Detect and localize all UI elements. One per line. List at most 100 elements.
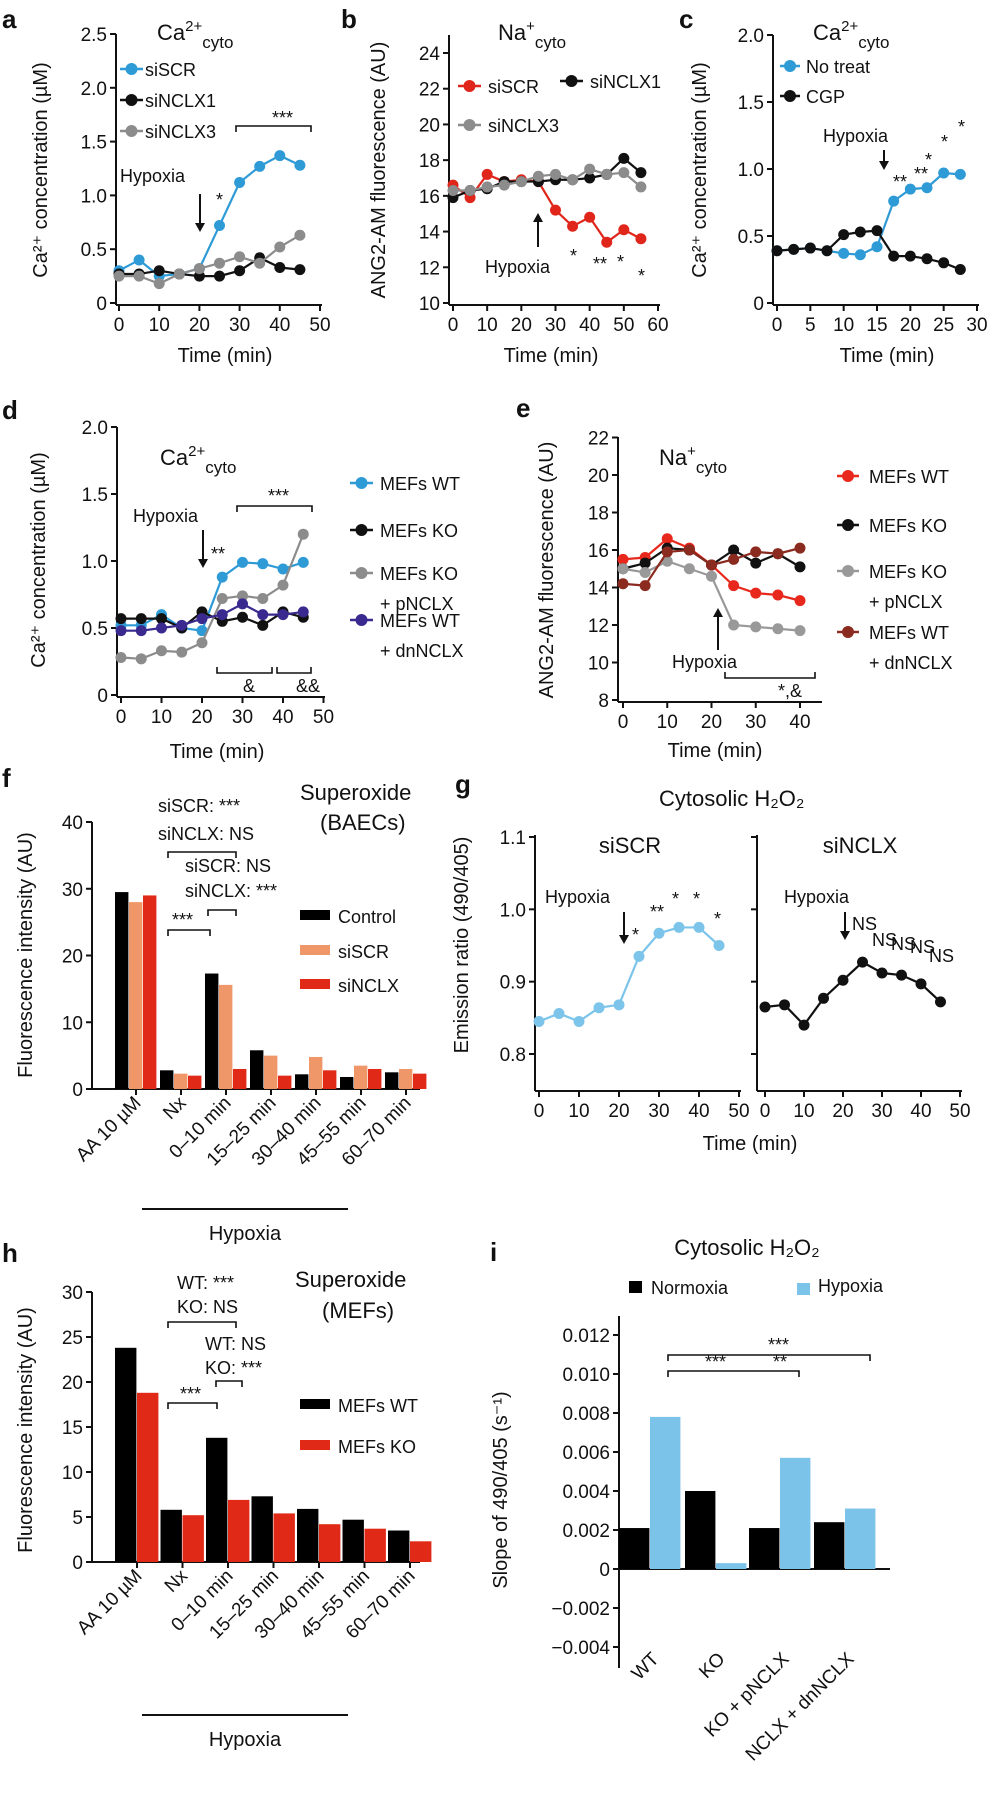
sinclx-point <box>798 1019 810 1031</box>
chart-title: siSCR <box>599 833 661 858</box>
cgp-point <box>771 245 783 257</box>
legend-label: Hypoxia <box>818 1276 884 1296</box>
hypoxia-bar <box>780 1457 811 1569</box>
legend-label: + dnNCLX <box>869 653 953 673</box>
siscr-point <box>635 233 647 245</box>
x-axis-label: Time (min) <box>668 740 763 762</box>
legend-marker <box>355 614 368 626</box>
siscr-point <box>533 1015 545 1027</box>
x-axis-label: Time (min) <box>170 741 265 763</box>
mefs-wt-bar <box>342 1519 364 1562</box>
title-sup: 2+ <box>188 443 205 460</box>
sinclx3-point <box>214 257 225 269</box>
annotation: Hypoxia <box>120 166 186 186</box>
legend-marker <box>125 125 138 137</box>
annotation: siNCLX: *** <box>185 881 277 901</box>
significance-bracket <box>276 667 312 674</box>
legend-label: No treat <box>806 57 870 77</box>
y-tick-label: 0.008 <box>562 1404 610 1425</box>
x-axis-label: Time (min) <box>504 345 599 367</box>
legend-label: siNCLX1 <box>590 72 661 92</box>
legend-label: + dnNCLX <box>380 641 464 661</box>
mefs-ko-point <box>257 619 269 631</box>
legend-label: MEFs KO <box>869 562 947 582</box>
significance-bracket <box>667 1370 800 1377</box>
legend-label: Normoxia <box>651 1278 729 1298</box>
annotation: * <box>714 909 721 929</box>
y-tick-label: 18 <box>419 151 440 172</box>
x-tick-label: 20 <box>832 1101 853 1122</box>
mefs-ko-point <box>750 557 762 569</box>
x-tick-label: 10 <box>568 1101 589 1122</box>
significance-bracket <box>235 125 312 132</box>
y-tick-label: 1.5 <box>738 93 764 114</box>
arrowhead-icon <box>195 223 205 232</box>
y-tick-label: 1.1 <box>500 828 526 849</box>
title-sub: cyto <box>202 33 233 52</box>
siscr-bar <box>129 902 143 1089</box>
mefs-ko-pnclx-point <box>639 567 651 578</box>
x-tick-label: 40 <box>688 1101 709 1122</box>
x-tick-label: 60 <box>647 315 668 336</box>
sinclx-bar <box>278 1075 292 1089</box>
siscr-bar <box>309 1056 323 1089</box>
significance-bracket <box>216 667 273 674</box>
y-tick-label: 0 <box>97 686 108 707</box>
annotation: ** <box>650 902 664 922</box>
annotation: * <box>693 889 700 909</box>
y-tick-label: 24 <box>419 44 441 65</box>
mefs-ko-bar <box>410 1541 432 1562</box>
siscr-line <box>538 926 720 1023</box>
siscr-point <box>234 176 246 188</box>
annotation: NS <box>910 937 935 957</box>
annotation: *** <box>768 1335 789 1355</box>
sinclx-line <box>764 960 942 1027</box>
annotation: KO: NS <box>177 1297 238 1317</box>
annotation: * <box>632 925 639 945</box>
group-label: Hypoxia <box>209 1223 282 1245</box>
annotation: siSCR: *** <box>158 796 240 816</box>
siscr-point <box>693 921 705 933</box>
no-treat-point <box>871 241 883 253</box>
legend-marker <box>784 60 796 72</box>
annotation: & <box>243 676 255 696</box>
y-tick-label: 2.0 <box>81 79 107 100</box>
annotation: siNCLX: NS <box>158 824 254 844</box>
sinclx3-point <box>254 257 266 269</box>
legend-swatch <box>300 1399 330 1409</box>
mefs-ko-bar <box>228 1499 250 1562</box>
sinclx-point <box>837 974 849 986</box>
x-tick-label: 30 <box>648 1101 669 1122</box>
x-tick-label: 10 <box>477 315 498 336</box>
mefs-ko-pnclx-point <box>794 625 806 637</box>
legend-swatch <box>300 945 330 955</box>
y-axis-label: Ca²⁺ concentration (µM) <box>28 452 50 667</box>
siscr-bar <box>174 1073 188 1089</box>
mefs-ko-pnclx-point <box>750 621 762 633</box>
significance-bracket <box>724 672 816 679</box>
mefs-ko-pnclx-point <box>297 528 309 540</box>
siscr-point <box>481 168 493 180</box>
mefs-ko-pnclx-point <box>176 646 188 658</box>
sinclx-point <box>915 978 927 990</box>
mefs-wt-bar <box>160 1509 182 1562</box>
x-tick-label: 0 <box>114 315 125 336</box>
title-base: Na <box>498 20 527 45</box>
legend-label: + pNCLX <box>380 594 454 614</box>
chart-title: Na+cyto <box>498 18 566 52</box>
sinclx3-point <box>113 270 125 282</box>
chart-panel-e: 8 10 12 14 16 18 20 22 e ANG2-AM fluorescence (AU… <box>516 393 953 762</box>
legend-swatch <box>300 910 330 920</box>
annotation: * <box>638 266 645 286</box>
x-tick-label: 20 <box>608 1101 629 1122</box>
legend-marker <box>355 477 368 489</box>
x-tick-label: 20 <box>900 315 921 336</box>
y-tick-label: 0.5 <box>82 619 108 640</box>
annotation: * <box>672 889 679 909</box>
mefs-wt-point <box>277 563 289 575</box>
y-tick-label: 20 <box>62 1373 83 1394</box>
y-tick-label: 2.5 <box>81 25 107 46</box>
legend-marker <box>784 90 796 102</box>
y-tick-label: 30 <box>62 880 83 901</box>
